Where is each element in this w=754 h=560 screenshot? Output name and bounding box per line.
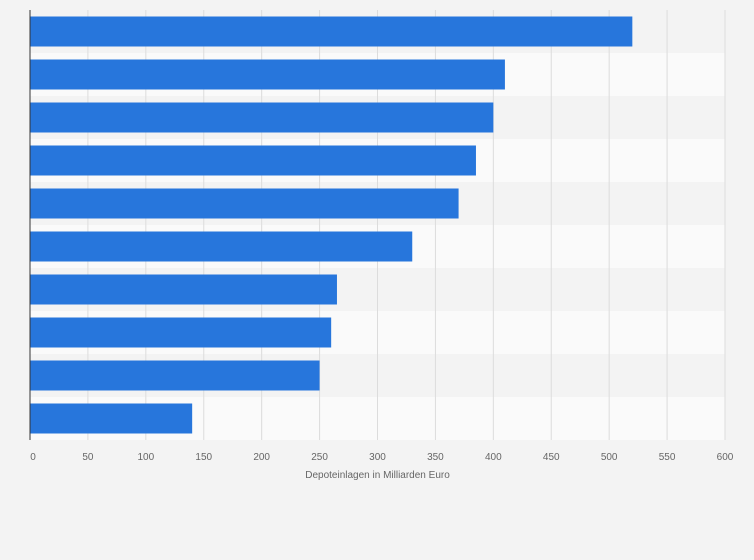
x-tick-label: 200 bbox=[253, 452, 270, 463]
x-tick-label: 600 bbox=[717, 452, 734, 463]
x-axis-ticks: 0 50 100 150 200 250 300 350 400 450 500 550 600 bbox=[30, 452, 734, 463]
bars bbox=[30, 16, 633, 434]
bar bbox=[30, 274, 337, 305]
x-tick-label: 0 bbox=[30, 452, 36, 463]
x-tick-label: 500 bbox=[601, 452, 618, 463]
bar bbox=[30, 231, 413, 262]
x-tick-label: 300 bbox=[369, 452, 386, 463]
x-tick-label: 450 bbox=[543, 452, 560, 463]
x-tick-label: 550 bbox=[659, 452, 676, 463]
bar bbox=[30, 59, 505, 90]
x-tick-label: 250 bbox=[311, 452, 328, 463]
bar bbox=[30, 360, 320, 391]
x-tick-label: 350 bbox=[427, 452, 444, 463]
bar bbox=[30, 317, 332, 348]
bar bbox=[30, 16, 633, 47]
x-tick-label: 50 bbox=[82, 452, 94, 463]
bar bbox=[30, 403, 193, 434]
bar bbox=[30, 145, 476, 176]
x-axis-title: Depoteinlagen in Milliarden Euro bbox=[305, 470, 450, 481]
x-tick-label: 100 bbox=[137, 452, 154, 463]
x-tick-label: 150 bbox=[195, 452, 212, 463]
x-tick-label: 400 bbox=[485, 452, 502, 463]
bar bbox=[30, 188, 459, 219]
bar bbox=[30, 102, 494, 133]
